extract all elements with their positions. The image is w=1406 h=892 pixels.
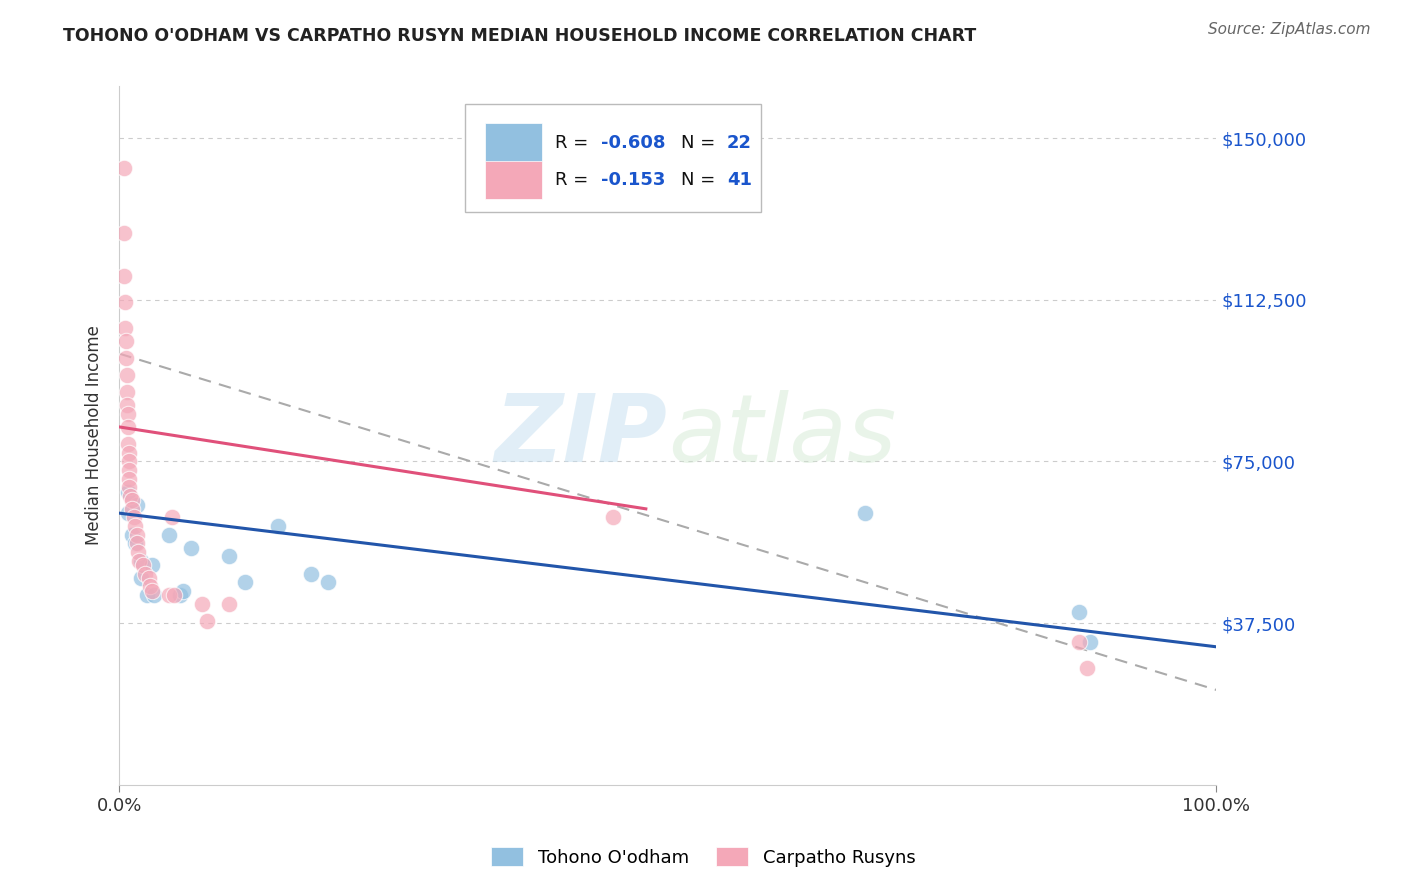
Point: [218, 549, 240, 564]
Point: [1069, 635, 1091, 649]
Point: [138, 571, 160, 585]
Text: -0.153: -0.153: [600, 171, 665, 189]
Point: [1076, 661, 1098, 675]
Point: [114, 320, 136, 334]
FancyBboxPatch shape: [485, 161, 541, 200]
Point: [115, 334, 138, 348]
Point: [121, 493, 143, 508]
Point: [124, 519, 146, 533]
FancyBboxPatch shape: [465, 103, 761, 212]
Point: [112, 161, 135, 176]
Point: [180, 541, 202, 555]
Point: [117, 484, 139, 499]
Point: [118, 454, 141, 468]
Text: N =: N =: [681, 171, 721, 189]
Point: [602, 510, 624, 524]
Text: Source: ZipAtlas.com: Source: ZipAtlas.com: [1208, 22, 1371, 37]
Point: [125, 536, 148, 550]
Point: [115, 368, 138, 383]
Point: [163, 588, 186, 602]
Point: [267, 519, 290, 533]
Point: [143, 588, 166, 602]
Point: [115, 385, 138, 400]
Point: [132, 558, 155, 572]
Point: [129, 553, 152, 567]
Point: [114, 294, 136, 309]
Point: [157, 588, 180, 602]
Text: ZIP: ZIP: [495, 390, 668, 482]
Point: [118, 463, 141, 477]
Point: [134, 566, 156, 581]
Point: [128, 553, 150, 567]
Point: [135, 588, 157, 602]
Point: [235, 575, 257, 590]
Point: [117, 407, 139, 421]
Text: R =: R =: [555, 171, 593, 189]
Point: [115, 398, 138, 412]
Point: [122, 510, 145, 524]
Text: N =: N =: [681, 134, 721, 152]
Point: [141, 558, 163, 572]
Point: [125, 498, 148, 512]
FancyBboxPatch shape: [485, 123, 541, 161]
Point: [117, 437, 139, 451]
Text: R =: R =: [555, 134, 593, 152]
Text: atlas: atlas: [668, 390, 896, 481]
Point: [112, 226, 135, 240]
Point: [117, 420, 139, 434]
Point: [118, 480, 141, 494]
Legend: Tohono O'odham, Carpatho Rusyns: Tohono O'odham, Carpatho Rusyns: [484, 840, 922, 874]
Point: [124, 536, 146, 550]
Point: [121, 527, 143, 541]
Point: [112, 268, 135, 283]
Point: [120, 489, 142, 503]
Point: [195, 614, 218, 628]
Point: [316, 575, 339, 590]
Text: TOHONO O'ODHAM VS CARPATHO RUSYN MEDIAN HOUSEHOLD INCOME CORRELATION CHART: TOHONO O'ODHAM VS CARPATHO RUSYN MEDIAN …: [63, 27, 977, 45]
Point: [190, 597, 212, 611]
Point: [141, 583, 163, 598]
Text: -0.608: -0.608: [600, 134, 665, 152]
Point: [115, 351, 138, 365]
Point: [1069, 605, 1091, 619]
Point: [172, 583, 194, 598]
Point: [125, 527, 148, 541]
Point: [157, 527, 180, 541]
Point: [218, 597, 240, 611]
Y-axis label: Median Household Income: Median Household Income: [86, 326, 103, 546]
Point: [117, 506, 139, 520]
Point: [129, 571, 152, 585]
Point: [118, 472, 141, 486]
Point: [121, 501, 143, 516]
Point: [118, 446, 141, 460]
Text: 22: 22: [727, 134, 752, 152]
Point: [299, 566, 322, 581]
Point: [169, 588, 191, 602]
Point: [139, 579, 162, 593]
Text: 41: 41: [727, 171, 752, 189]
Point: [853, 506, 876, 520]
Point: [160, 510, 183, 524]
Point: [1078, 635, 1101, 649]
Point: [127, 545, 149, 559]
